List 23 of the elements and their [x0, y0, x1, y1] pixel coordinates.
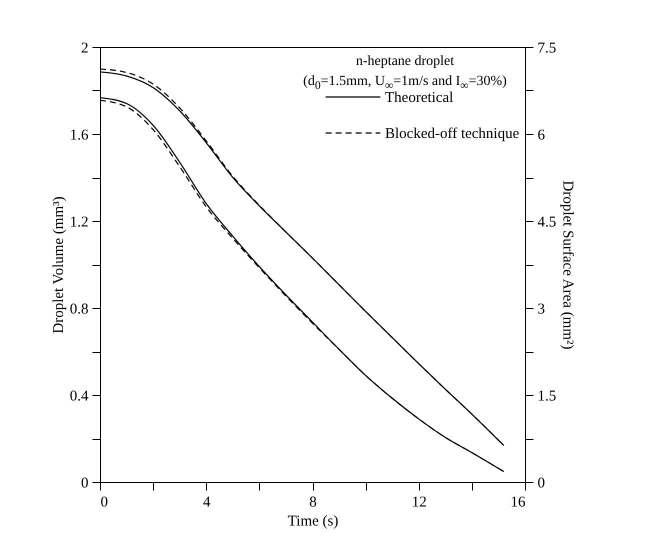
legend-label: Theoretical: [385, 90, 454, 106]
x-tick-label: 4: [203, 494, 211, 510]
y-tick-label: 2: [81, 40, 88, 56]
x-tick-label: 0: [100, 494, 108, 510]
x-axis-title: Time (s): [288, 514, 338, 530]
y-tick-label: 0: [81, 476, 88, 492]
y2-axis-title: Droplet Surface Area (mm²): [559, 180, 576, 350]
legend-label: Blocked-off technique: [385, 126, 520, 142]
y2-tick-label: 1.5: [538, 388, 556, 404]
text: n-heptane droplet (d$_{0}$=1.5mm, U$_{∞}$=1m/s and I$_{∞}$=30%): [303, 54, 507, 92]
y-axis-title: Droplet Volume (mm³): [50, 196, 67, 334]
y2-tick-label: 3: [538, 302, 545, 318]
y2-tick-label: 7.5: [538, 40, 556, 56]
y-tick-label: 0.8: [70, 302, 88, 318]
y-tick-label: 1.6: [70, 128, 89, 144]
y-tick-label: 1.2: [70, 214, 88, 230]
x-tick-label: 8: [309, 494, 317, 510]
x-tick-label: 12: [412, 494, 427, 510]
x-tick-label: 16: [510, 494, 526, 510]
y-tick-label: 0.4: [70, 388, 89, 404]
y2-tick-label: 0: [538, 476, 545, 492]
y2-tick-label: 6: [538, 128, 546, 144]
y2-tick-label: 4.5: [538, 214, 556, 230]
